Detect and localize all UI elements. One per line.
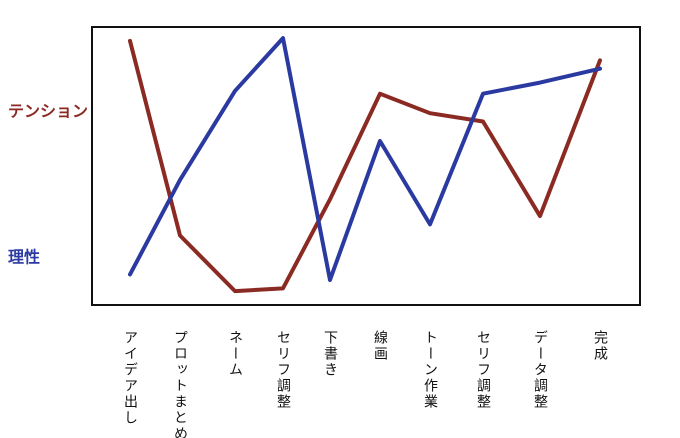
x-tick-label: セリフ調整 xyxy=(475,330,491,410)
x-tick-label: トーン作業 xyxy=(422,330,438,410)
plot-frame xyxy=(91,26,641,306)
legend-label: テンション xyxy=(8,102,88,121)
x-tick-label: アイデア出し xyxy=(122,330,138,426)
x-tick-label: データ調整 xyxy=(532,330,548,410)
x-tick-label: ネーム xyxy=(227,330,243,378)
x-tick-label: セリフ調整 xyxy=(275,330,291,410)
x-tick-label: 線画 xyxy=(372,330,388,362)
line xyxy=(128,36,602,282)
legend-label: 理性 xyxy=(8,248,40,267)
line xyxy=(128,38,602,294)
x-tick-label: プロットまとめ xyxy=(172,330,188,438)
x-tick-label: 下書き xyxy=(322,330,338,378)
x-tick-label: 完成 xyxy=(592,330,608,362)
